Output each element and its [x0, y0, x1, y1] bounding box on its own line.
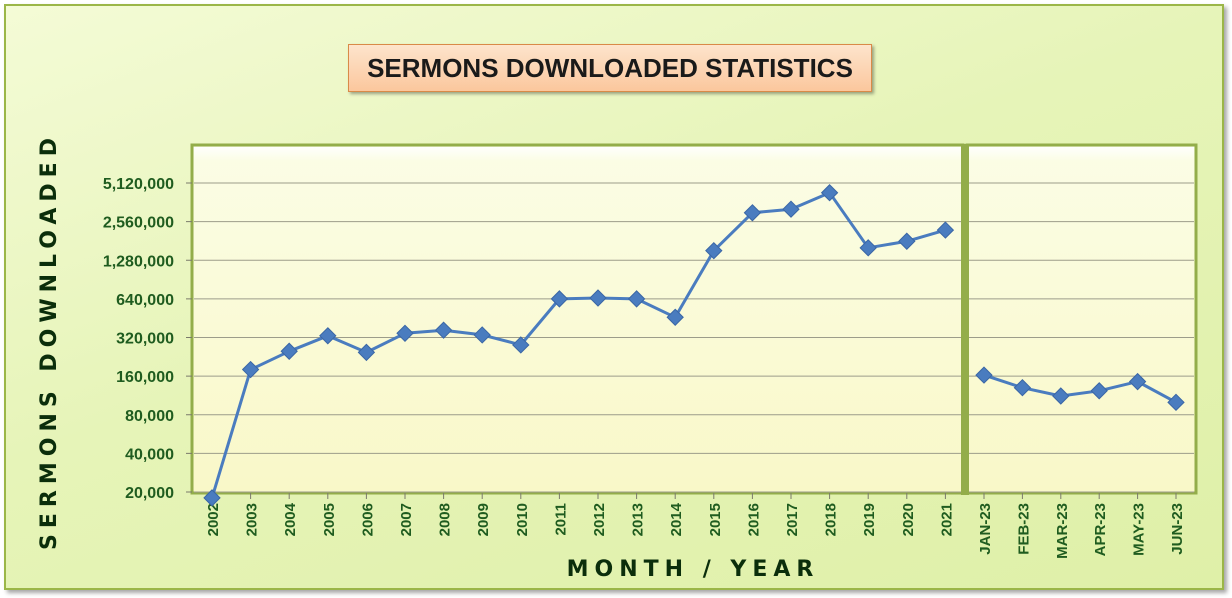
x-tick-label: 2013 [630, 503, 647, 536]
data-point-marker [743, 204, 762, 222]
gridlines [194, 182, 1194, 493]
x-tick-label: JAN-23 [977, 503, 994, 555]
data-point-marker [319, 327, 337, 345]
data-point-marker [936, 221, 955, 239]
y-axis-ticks: 20,000 40,000 80,000 160,000 320,000 640,000 1… [103, 176, 192, 502]
x-tick-label: JUN-23 [1169, 503, 1186, 555]
y-tick-label: 5,120,000 [103, 176, 174, 193]
x-tick-label: 2003 [244, 503, 261, 536]
x-tick-label: 2010 [514, 503, 531, 536]
y-tick-label: 20,000 [125, 485, 174, 502]
x-tick-label: 2020 [900, 503, 917, 536]
x-tick-label: 2005 [321, 503, 338, 536]
x-tick-label: 2009 [475, 503, 492, 536]
data-point-marker [782, 200, 800, 218]
y-tick-label: 320,000 [116, 331, 174, 348]
x-tick-label: 2016 [745, 503, 762, 536]
data-point-marker [666, 308, 684, 326]
data-point-marker [434, 321, 453, 339]
x-tick-label: 2006 [359, 503, 376, 536]
x-tick-label: 2015 [707, 503, 724, 536]
data-point-marker [550, 290, 569, 308]
data-point-marker [975, 366, 993, 384]
x-tick-label: 2018 [823, 503, 840, 536]
x-tick-label: MAY-23 [1131, 503, 1148, 556]
x-tick-label: 2017 [784, 503, 801, 536]
y-tick-label: 160,000 [116, 369, 174, 386]
y-tick-label: 1,280,000 [103, 253, 174, 270]
data-point-marker [627, 290, 646, 308]
chart-title-box: SERMONS DOWNLOADED STATISTICS [348, 44, 872, 92]
y-tick-label: 80,000 [125, 408, 174, 425]
x-tick-label: 2021 [938, 503, 955, 536]
x-axis-title: MONTH / YEAR [567, 557, 820, 582]
x-tick-label: 2011 [552, 503, 569, 536]
y-tick-label: 40,000 [125, 446, 174, 463]
data-point-marker [1128, 372, 1147, 391]
series-markers [203, 184, 1185, 507]
x-tick-label: 2012 [591, 503, 608, 536]
x-axis-ticks: 2002 2003 2004 2005 2006 2007 2008 2009 2010 2011… [205, 493, 1186, 559]
x-tick-label: 2002 [205, 503, 222, 536]
chart-title: SERMONS DOWNLOADED STATISTICS [367, 52, 853, 83]
y-axis-title: SERMONS DOWNLOADED [37, 132, 62, 550]
data-point-marker [241, 360, 260, 379]
panel-divider [961, 144, 969, 495]
plot-panel-2 [965, 143, 1198, 495]
data-point-marker [705, 241, 723, 260]
data-point-marker [473, 326, 491, 344]
data-point-marker [1052, 387, 1070, 405]
data-point-marker [280, 342, 298, 360]
plot-panel-1 [190, 143, 965, 495]
data-point-marker [589, 289, 607, 307]
series-line-panel-1 [210, 191, 946, 499]
data-point-marker [203, 489, 221, 507]
x-tick-label: 2008 [437, 503, 454, 536]
data-point-marker [859, 239, 877, 257]
data-point-marker [357, 343, 376, 362]
x-tick-label: MAR-23 [1054, 503, 1071, 559]
y-tick-label: 640,000 [116, 292, 174, 309]
x-tick-label: APR-23 [1092, 503, 1109, 556]
data-point-marker [396, 324, 414, 343]
data-point-marker [820, 184, 839, 202]
data-point-marker [1013, 378, 1032, 397]
x-tick-label: 2007 [398, 503, 415, 536]
data-point-marker [1167, 393, 1185, 412]
x-tick-label: 2004 [282, 502, 299, 536]
plot-panel-highlight [194, 147, 961, 161]
plot-panel-highlight [969, 147, 1194, 161]
data-point-marker [512, 336, 530, 354]
data-point-marker [898, 232, 916, 250]
data-point-marker [1090, 382, 1108, 400]
plot-area [190, 143, 1198, 495]
x-tick-label: FEB-23 [1015, 503, 1032, 555]
y-tick-label: 2,560,000 [103, 215, 174, 232]
x-tick-label: 2014 [668, 502, 685, 536]
x-tick-label: 2019 [861, 503, 878, 536]
